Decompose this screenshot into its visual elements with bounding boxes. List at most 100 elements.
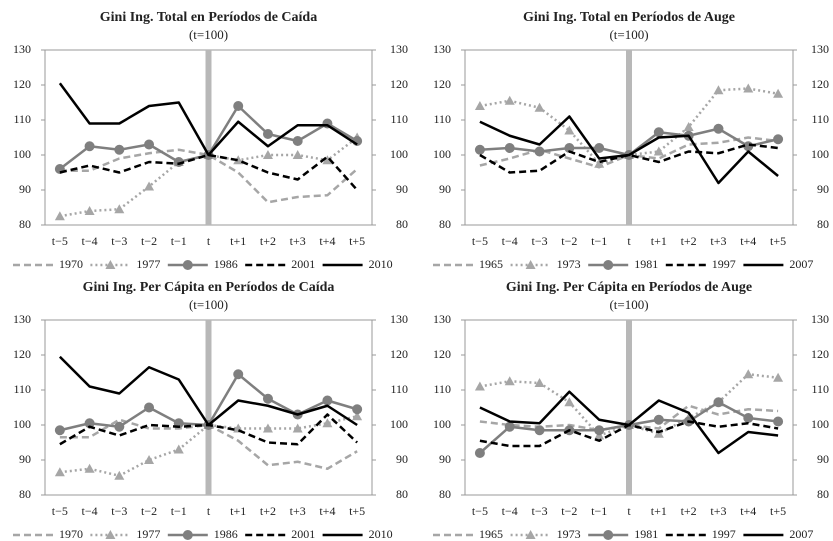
- point-marker: [262, 129, 273, 139]
- y2-tick-label: 130: [811, 42, 829, 56]
- y-tick-label: 90: [19, 182, 31, 196]
- point-marker: [474, 381, 485, 391]
- point-marker: [114, 421, 125, 432]
- y2-tick-label: 80: [817, 487, 829, 501]
- y-tick-label: 120: [433, 347, 451, 361]
- legend-label: 1986: [214, 527, 238, 541]
- chart-title: Gini Ing. Per Cápita en Períodos de Caíd…: [83, 280, 335, 295]
- x-tick-label: t+4: [740, 504, 756, 518]
- point-marker: [292, 423, 303, 433]
- point-marker: [173, 444, 184, 454]
- legend-label: 1981: [634, 527, 658, 541]
- x-tick-label: t+1: [651, 504, 667, 518]
- point-marker: [534, 425, 545, 436]
- x-tick-label: t−5: [472, 504, 488, 518]
- y2-tick-label: 120: [390, 347, 408, 361]
- point-marker: [773, 416, 784, 427]
- x-tick-label: t+1: [230, 504, 246, 518]
- y2-tick-label: 90: [817, 452, 829, 466]
- point-marker: [322, 395, 333, 406]
- point-marker: [713, 397, 724, 408]
- y-tick-label: 90: [439, 182, 451, 196]
- legend-label: 2007: [789, 527, 813, 541]
- legend-label: 2010: [369, 257, 393, 271]
- y-tick-label: 130: [433, 312, 451, 326]
- x-tick-label: t+1: [651, 234, 667, 248]
- chart-title: Gini Ing. Total en Períodos de Caída: [100, 10, 317, 25]
- point-marker: [564, 143, 575, 153]
- point-marker: [534, 378, 545, 387]
- series-line: [59, 415, 358, 477]
- legend-marker: [603, 530, 614, 540]
- legend-label: 1973: [557, 527, 581, 541]
- y-tick-label: 100: [13, 147, 31, 161]
- series-line: [479, 143, 779, 174]
- chart-subtitle: (t=100): [189, 297, 228, 312]
- point-marker: [54, 211, 65, 221]
- x-tick-label: t−3: [531, 234, 547, 248]
- x-tick-label: t+5: [770, 234, 786, 248]
- point-marker: [474, 144, 485, 155]
- point-marker: [713, 123, 724, 134]
- x-tick-label: t+3: [710, 234, 726, 248]
- x-tick-label: t−5: [52, 504, 68, 518]
- legend-label: 2010: [369, 527, 393, 541]
- x-tick-label: t+2: [681, 234, 697, 248]
- x-tick-label: t: [627, 504, 631, 518]
- x-tick-label: t−4: [502, 504, 518, 518]
- point-marker: [683, 122, 694, 131]
- x-tick-label: t+3: [290, 504, 306, 518]
- legend-marker: [105, 530, 116, 539]
- x-tick-label: t+5: [770, 504, 786, 518]
- point-marker: [504, 376, 515, 386]
- x-tick-label: t+2: [681, 504, 697, 518]
- x-tick-label: t+5: [349, 234, 365, 248]
- x-tick-label: t−3: [531, 504, 547, 518]
- point-marker: [474, 101, 485, 110]
- legend-marker: [182, 530, 193, 540]
- legend-marker: [603, 260, 614, 270]
- y-tick-label: 90: [19, 452, 31, 466]
- point-marker: [233, 369, 244, 380]
- y2-tick-label: 80: [396, 217, 408, 231]
- series-line: [479, 115, 779, 185]
- x-tick-label: t+4: [740, 234, 756, 248]
- legend-label: 1997: [712, 527, 736, 541]
- y2-tick-label: 90: [396, 182, 408, 196]
- panel: Gini Ing. Total en Períodos de Caída (t=1…: [13, 10, 408, 271]
- x-tick-label: t−1: [591, 234, 607, 248]
- x-tick-label: t+1: [230, 234, 246, 248]
- y-tick-label: 130: [13, 42, 31, 56]
- legend-label: 1981: [634, 257, 658, 271]
- y2-tick-label: 130: [390, 42, 408, 56]
- point-marker: [84, 206, 95, 215]
- legend-label: 1973: [557, 257, 581, 271]
- reference-bar: [626, 50, 632, 225]
- y-tick-label: 100: [13, 417, 31, 431]
- x-tick-label: t−5: [472, 234, 488, 248]
- point-marker: [114, 470, 125, 480]
- x-tick-label: t+4: [319, 504, 335, 518]
- point-marker: [594, 158, 605, 168]
- y2-tick-label: 100: [390, 147, 408, 161]
- legend-marker: [525, 260, 536, 269]
- legend-label: 1986: [214, 257, 238, 271]
- y-tick-label: 120: [13, 347, 31, 361]
- x-tick-label: t: [627, 234, 631, 248]
- y2-tick-label: 110: [811, 112, 829, 126]
- x-tick-label: t+2: [260, 504, 276, 518]
- x-tick-label: t−3: [111, 504, 127, 518]
- y-tick-label: 110: [13, 382, 31, 396]
- y2-tick-label: 120: [390, 77, 408, 91]
- y2-tick-label: 130: [811, 312, 829, 326]
- panel: Gini Ing. Per Cápita en Períodos de Caíd…: [13, 280, 408, 541]
- y-tick-label: 80: [439, 217, 451, 231]
- point-marker: [233, 155, 244, 165]
- y2-tick-label: 120: [811, 347, 829, 361]
- point-marker: [114, 144, 125, 155]
- series-line: [479, 87, 779, 165]
- y-tick-label: 110: [13, 112, 31, 126]
- y-tick-label: 100: [433, 147, 451, 161]
- point-marker: [594, 425, 605, 436]
- legend-marker: [525, 530, 536, 539]
